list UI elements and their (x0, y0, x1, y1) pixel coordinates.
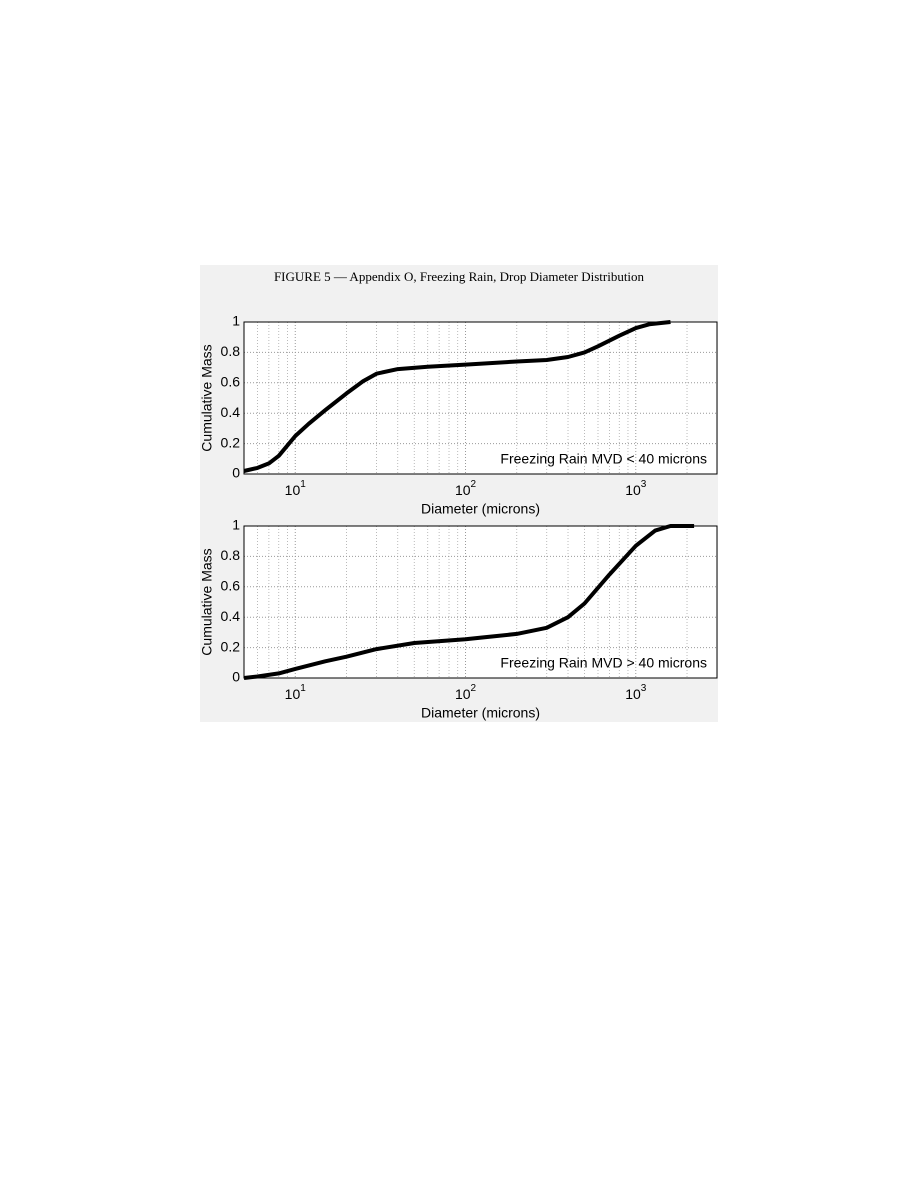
y-tick-label: 1 (232, 517, 240, 533)
x-tick-label: 103 (625, 479, 647, 498)
y-tick-label: 0.8 (221, 547, 241, 563)
x-axis-label: Diameter (microns) (421, 705, 540, 721)
y-tick-label: 0.4 (221, 608, 241, 624)
y-tick-label: 0.2 (221, 638, 241, 654)
plot-area (244, 322, 717, 474)
y-axis-label: Cumulative Mass (199, 344, 215, 451)
x-tick-label: 101 (285, 683, 307, 702)
y-tick-label: 0.2 (221, 434, 241, 450)
x-tick-label: 102 (455, 683, 477, 702)
figure-title: FIGURE 5 — Appendix O, Freezing Rain, Dr… (274, 269, 645, 284)
y-tick-label: 0 (232, 465, 240, 481)
y-tick-label: 0.8 (221, 343, 241, 359)
data-line (243, 320, 671, 473)
y-tick-label: 0.6 (221, 578, 241, 594)
axes-frame (243, 525, 718, 679)
data-line (243, 524, 695, 680)
y-tick-label: 0.4 (221, 404, 241, 420)
y-tick-label: 0 (232, 669, 240, 685)
x-tick-label: 102 (455, 479, 477, 498)
y-tick-label: 0.6 (221, 374, 241, 390)
y-axis-label: Cumulative Mass (199, 548, 215, 655)
y-tick-label: 1 (232, 313, 240, 329)
annotation: Freezing Rain MVD > 40 microns (500, 655, 707, 671)
x-tick-label: 103 (625, 683, 647, 702)
plot-area (244, 526, 717, 678)
x-axis-label: Diameter (microns) (421, 501, 540, 517)
axes-frame (243, 321, 718, 475)
annotation: Freezing Rain MVD < 40 microns (500, 451, 707, 467)
x-tick-label: 101 (285, 479, 307, 498)
